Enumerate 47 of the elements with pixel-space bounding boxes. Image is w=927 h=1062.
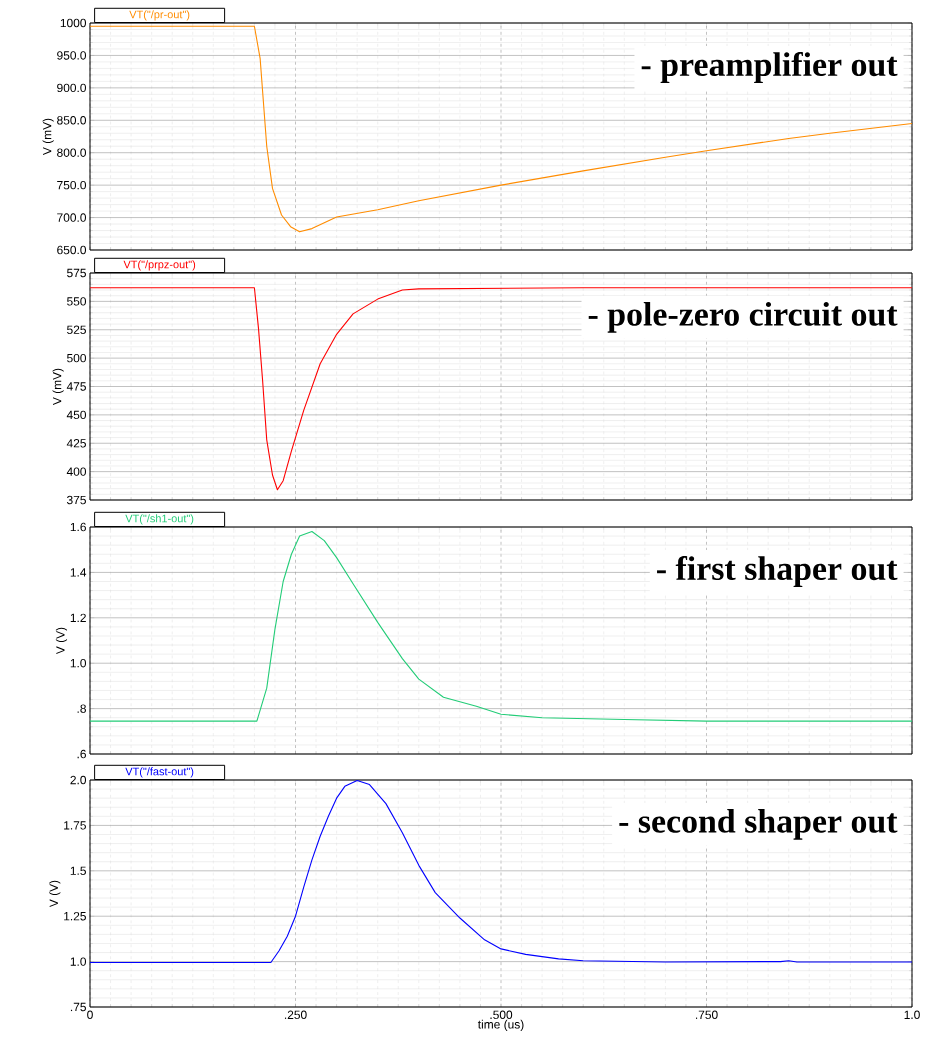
y-axis-title: V (mV) (42, 118, 54, 156)
annotation: - pole-zero circuit out (588, 301, 898, 333)
y-axis-title: V (mV) (52, 368, 64, 406)
y-tick-label: .75 (70, 1002, 86, 1012)
annotation: - first shaper out (657, 555, 898, 587)
x-axis-title: time (us) (477, 1019, 524, 1031)
y-tick-label: 700.0 (57, 213, 87, 222)
y-tick-label: 500 (67, 353, 87, 363)
y-tick-label: 1.0 (70, 957, 87, 966)
y-tick-label: 1.5 (70, 866, 86, 875)
y-tick-label: 400 (66, 467, 87, 476)
text: VT("/sh1-out") (125, 514, 194, 525)
y-tick-label: 1.2 (70, 613, 86, 622)
y-tick-label: 1.4 (70, 568, 87, 577)
y-tick-label: 750.0 (57, 180, 87, 190)
text: VT("/fast-out") (125, 767, 194, 778)
x-tick-label: .250 (284, 1010, 307, 1019)
y-tick-label: .8 (77, 704, 86, 713)
series-label: VT("/pr-out") (129, 10, 190, 21)
x-tick-label: 1.0 (904, 1010, 920, 1019)
annotation: - preamplifier out (641, 51, 898, 83)
y-tick-label: 550 (67, 297, 87, 306)
y-tick-label: 900.0 (57, 83, 87, 93)
series-label: VT("/prpz-out") (123, 260, 196, 271)
y-tick-label: 800.0 (57, 148, 87, 157)
y-tick-label: 1.75 (64, 821, 86, 830)
y-tick-label: 475 (66, 382, 86, 391)
y-tick-label: 950.0 (57, 51, 87, 60)
x-tick-label: 0 (87, 1010, 93, 1019)
y-tick-label: 1.25 (64, 911, 86, 921)
x-tick-label: .500 (490, 1010, 513, 1019)
y-tick-label: 375 (66, 495, 86, 505)
y-axis-title: V (V) (55, 627, 68, 655)
x-tick-label: .750 (695, 1010, 718, 1019)
annotation: - second shaper out (619, 808, 898, 840)
y-tick-label: 525 (67, 325, 86, 334)
y-tick-label: 425 (66, 439, 86, 448)
y-tick-label: 1.0 (70, 658, 87, 668)
y-tick-label: 450 (66, 410, 87, 420)
y-tick-label: 575 (67, 268, 86, 278)
y-tick-label: .6 (77, 749, 86, 759)
y-tick-label: 1000 (60, 18, 87, 28)
y-tick-label: 1.6 (70, 522, 86, 532)
y-tick-label: 2.0 (70, 775, 87, 785)
y-tick-label: 650.0 (57, 245, 87, 255)
y-tick-label: 850.0 (57, 116, 87, 125)
y-axis-title: V (V) (49, 880, 61, 908)
